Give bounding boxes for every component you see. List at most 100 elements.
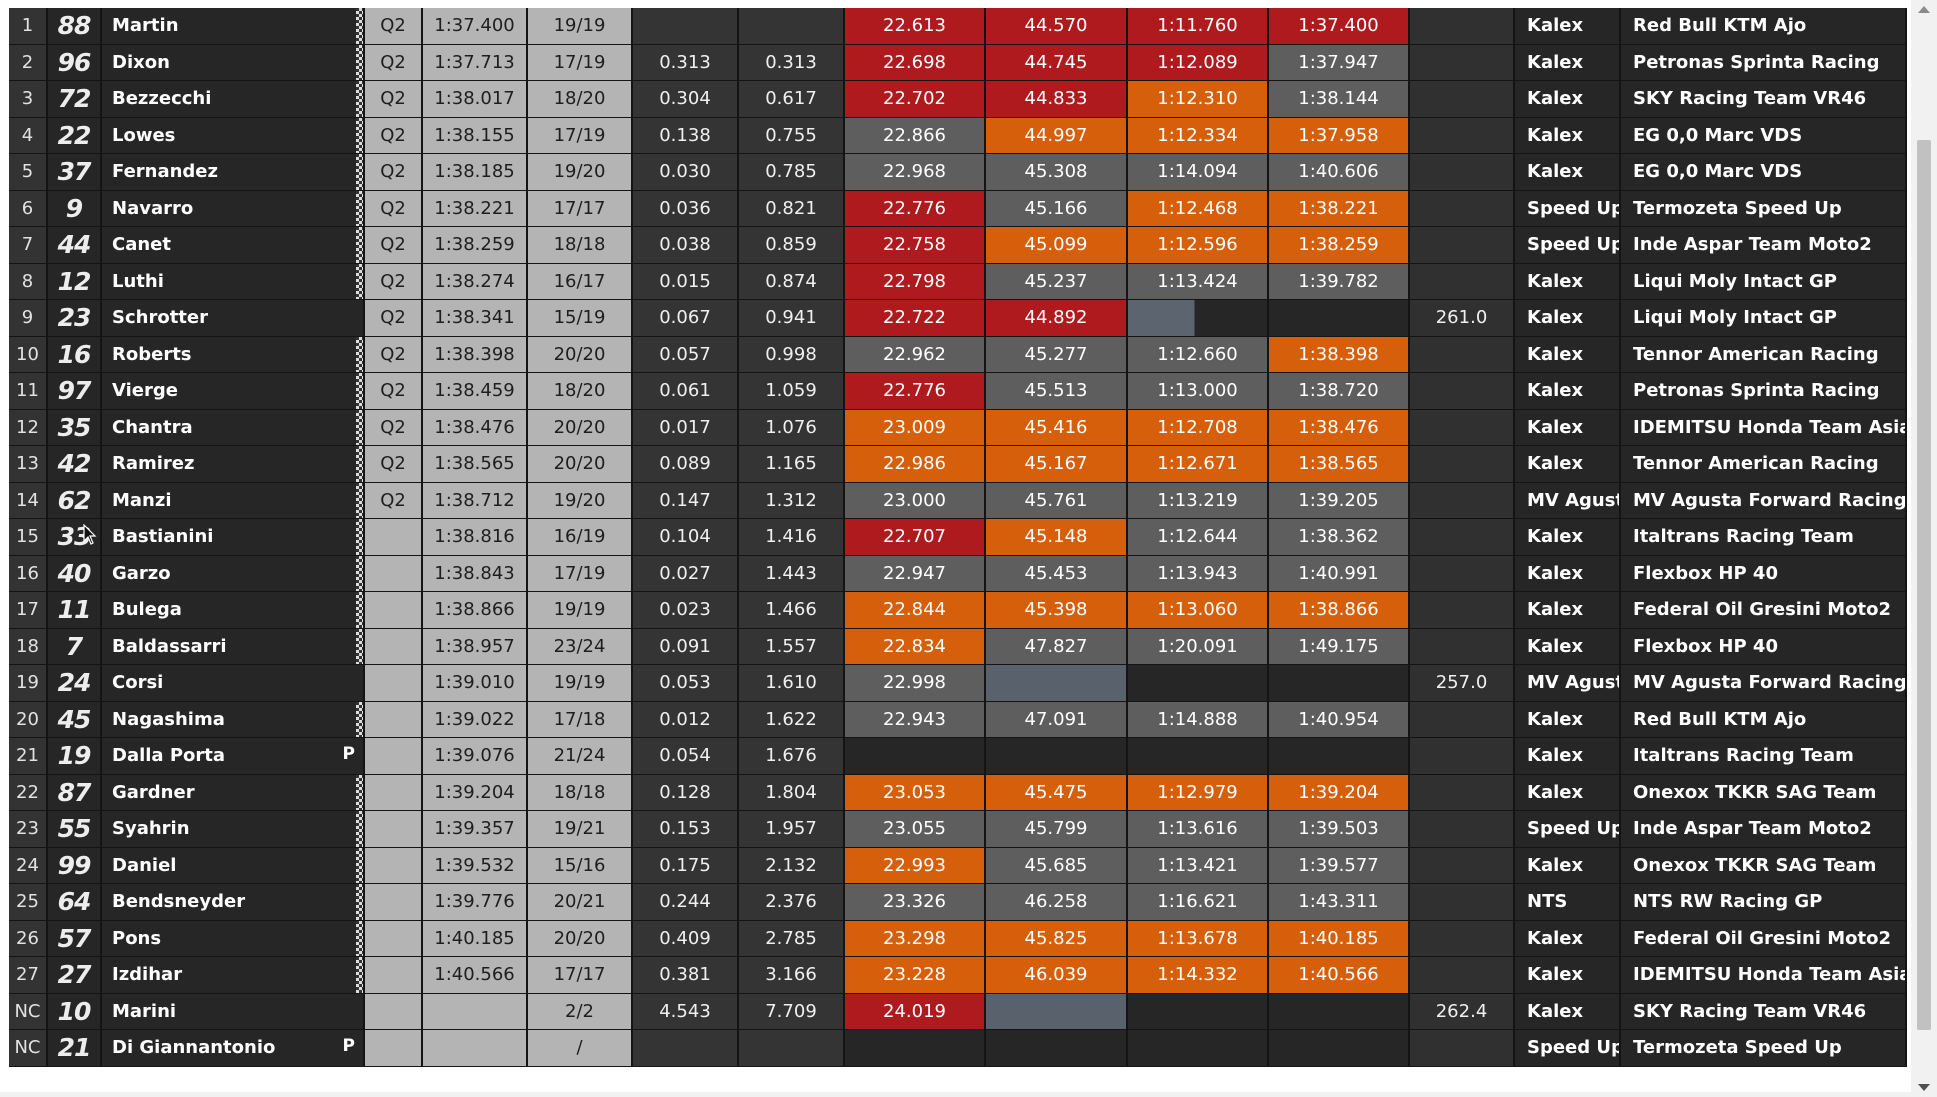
table-row[interactable]: 1 88 Martin Q2 1:37.400 19/19 22.613 44.570 1:11… (9, 8, 1907, 45)
vertical-scrollbar[interactable] (1911, 0, 1937, 1097)
speed-cell (1410, 555, 1515, 592)
table-row[interactable]: 27 27 Izdihar 1:40.566 17/17 0.381 3.166 23.228… (9, 957, 1907, 994)
gap-cell: 0.381 (633, 957, 739, 994)
best-lap-cell (423, 1030, 528, 1067)
table-row[interactable]: 15 33 Bastianini 1:38.816 16/19 0.104 1.416 22.… (9, 519, 1907, 556)
best-lap-cell: 1:39.010 (423, 665, 528, 702)
team-cell: SKY Racing Team VR46 (1621, 993, 1907, 1030)
table-row[interactable]: 16 40 Garzo 1:38.843 17/19 0.027 1.443 22.947 45… (9, 555, 1907, 592)
rider-name-text: Pons (112, 927, 162, 949)
table-row[interactable]: 11 97 Vierge Q2 1:38.459 18/20 0.061 1.059 22.77… (9, 373, 1907, 410)
table-row[interactable]: 26 57 Pons 1:40.185 20/20 0.409 2.785 23.298 45.… (9, 920, 1907, 957)
manufacturer-cell: Kalex (1515, 920, 1621, 957)
gap-first-cell: 2.785 (739, 920, 845, 957)
sector2-cell: 44.892 (986, 300, 1128, 337)
best-lap-cell: 1:38.957 (423, 628, 528, 665)
team-cell: Liqui Moly Intact GP (1621, 300, 1907, 337)
sector2-cell: 45.398 (986, 592, 1128, 629)
last-lap-cell: 1:49.175 (1269, 628, 1410, 665)
sector2-cell: 45.099 (986, 227, 1128, 264)
sector2-cell: 47.827 (986, 628, 1128, 665)
table-row[interactable]: 2 96 Dixon Q2 1:37.713 17/19 0.313 0.313 22.698 4… (9, 44, 1907, 81)
table-row[interactable]: 19 24 Corsi 1:39.010 19/19 0.053 1.610 22.998 25… (9, 665, 1907, 702)
speed-cell (1410, 8, 1515, 45)
table-row[interactable]: 8 12 Luthi Q2 1:38.274 16/17 0.015 0.874 22.798 4… (9, 263, 1907, 300)
manufacturer-cell: Speed Up (1515, 190, 1621, 227)
table-row[interactable]: NC 10 Marini 2/2 4.543 7.709 24.019 262.4 Kalex S… (9, 993, 1907, 1030)
manufacturer-cell: Kalex (1515, 117, 1621, 154)
rider-name: Lowes (102, 117, 365, 154)
position-cell: 13 (9, 446, 48, 483)
position-cell: 14 (9, 482, 48, 519)
table-row[interactable]: 7 44 Canet Q2 1:38.259 18/18 0.038 0.859 22.758 4… (9, 227, 1907, 264)
table-row[interactable]: 20 45 Nagashima 1:39.022 17/18 0.012 1.622 22.9… (9, 701, 1907, 738)
table-row[interactable]: 21 19 Dalla Porta P 1:39.076 21/24 0.054 1.676 K… (9, 738, 1907, 775)
rider-name-text: Navarro (112, 197, 194, 219)
sector1-cell: 22.758 (845, 227, 986, 264)
scroll-down-arrow-icon[interactable] (1918, 1084, 1930, 1091)
table-row[interactable]: 13 42 Ramirez Q2 1:38.565 20/20 0.089 1.165 22.9… (9, 446, 1907, 483)
table-row[interactable]: 9 23 Schrotter Q2 1:38.341 15/19 0.067 0.941 22.… (9, 300, 1907, 337)
laps-cell: 21/24 (528, 738, 633, 775)
best-lap-cell: 1:38.565 (423, 446, 528, 483)
table-row[interactable]: 22 87 Gardner 1:39.204 18/18 0.128 1.804 23.053… (9, 774, 1907, 811)
sector3-cell: 1:12.979 (1128, 774, 1269, 811)
manufacturer-cell: Kalex (1515, 8, 1621, 45)
team-cell: Federal Oil Gresini Moto2 (1621, 920, 1907, 957)
best-lap-cell: 1:38.398 (423, 336, 528, 373)
sector1-cell: 22.947 (845, 555, 986, 592)
team-cell: IDEMITSU Honda Team Asia (1621, 957, 1907, 994)
table-row[interactable]: 17 11 Bulega 1:38.866 19/19 0.023 1.466 22.844 4… (9, 592, 1907, 629)
sector3-cell: 1:14.094 (1128, 154, 1269, 191)
table-row[interactable]: 23 55 Syahrin 1:39.357 19/21 0.153 1.957 23.055… (9, 811, 1907, 848)
manufacturer-cell: Kalex (1515, 701, 1621, 738)
table-row[interactable]: 5 37 Fernandez Q2 1:38.185 19/20 0.030 0.785 22.… (9, 154, 1907, 191)
sector1-cell: 23.326 (845, 884, 986, 921)
scrollbar-thumb[interactable] (1917, 140, 1931, 1030)
table-row[interactable]: 6 9 Navarro Q2 1:38.221 17/17 0.036 0.821 22.776… (9, 190, 1907, 227)
table-row[interactable]: 18 7 Baldassarri 1:38.957 23/24 0.091 1.557 22.… (9, 628, 1907, 665)
table-row[interactable]: 12 35 Chantra Q2 1:38.476 20/20 0.017 1.076 23.0… (9, 409, 1907, 446)
gap-cell: 0.054 (633, 738, 739, 775)
laps-cell: 20/21 (528, 884, 633, 921)
team-cell: Flexbox HP 40 (1621, 555, 1907, 592)
table-row[interactable]: 4 22 Lowes Q2 1:38.155 17/19 0.138 0.755 22.866 4… (9, 117, 1907, 154)
sector1-cell: 23.009 (845, 409, 986, 446)
team-cell: EG 0,0 Marc VDS (1621, 117, 1907, 154)
rider-number: 72 (48, 81, 102, 118)
rider-name: Gardner (102, 774, 365, 811)
table-row[interactable]: 25 64 Bendsneyder 1:39.776 20/21 0.244 2.376 23… (9, 884, 1907, 921)
gap-cell (633, 1030, 739, 1067)
gap-cell: 0.061 (633, 373, 739, 410)
sector2-cell: 44.570 (986, 8, 1128, 45)
table-row[interactable]: 3 72 Bezzecchi Q2 1:38.017 18/20 0.304 0.617 22.… (9, 81, 1907, 118)
table-row[interactable]: 14 62 Manzi Q2 1:38.712 19/20 0.147 1.312 23.000… (9, 482, 1907, 519)
gap-cell: 0.036 (633, 190, 739, 227)
table-row[interactable]: 10 16 Roberts Q2 1:38.398 20/20 0.057 0.998 22.9… (9, 336, 1907, 373)
table-row[interactable]: NC 21 Di Giannantonio P / Speed Up Termozeta S… (9, 1030, 1907, 1067)
session-cell (365, 665, 423, 702)
session-cell (365, 957, 423, 994)
position-cell: 3 (9, 81, 48, 118)
team-cell: Italtrans Racing Team (1621, 519, 1907, 556)
position-cell: 22 (9, 774, 48, 811)
scroll-up-arrow-icon[interactable] (1918, 6, 1930, 13)
rider-number: 7 (48, 628, 102, 665)
sector3-cell: 1:16.621 (1128, 884, 1269, 921)
table-row[interactable]: 24 99 Daniel 1:39.532 15/16 0.175 2.132 22.993 4… (9, 847, 1907, 884)
gap-first-cell: 1.804 (739, 774, 845, 811)
sector1-cell: 22.776 (845, 190, 986, 227)
best-lap-cell: 1:39.204 (423, 774, 528, 811)
rider-number: 99 (48, 847, 102, 884)
speed-cell: 257.0 (1410, 665, 1515, 702)
session-cell (365, 628, 423, 665)
sector1-cell: 22.943 (845, 701, 986, 738)
best-lap-cell: 1:37.400 (423, 8, 528, 45)
best-lap-cell: 1:40.566 (423, 957, 528, 994)
speed-cell (1410, 44, 1515, 81)
gap-cell: 0.138 (633, 117, 739, 154)
manufacturer-cell: Kalex (1515, 555, 1621, 592)
session-cell: Q2 (365, 373, 423, 410)
laps-cell: 17/19 (528, 117, 633, 154)
sector3-cell: 1:11.760 (1128, 8, 1269, 45)
